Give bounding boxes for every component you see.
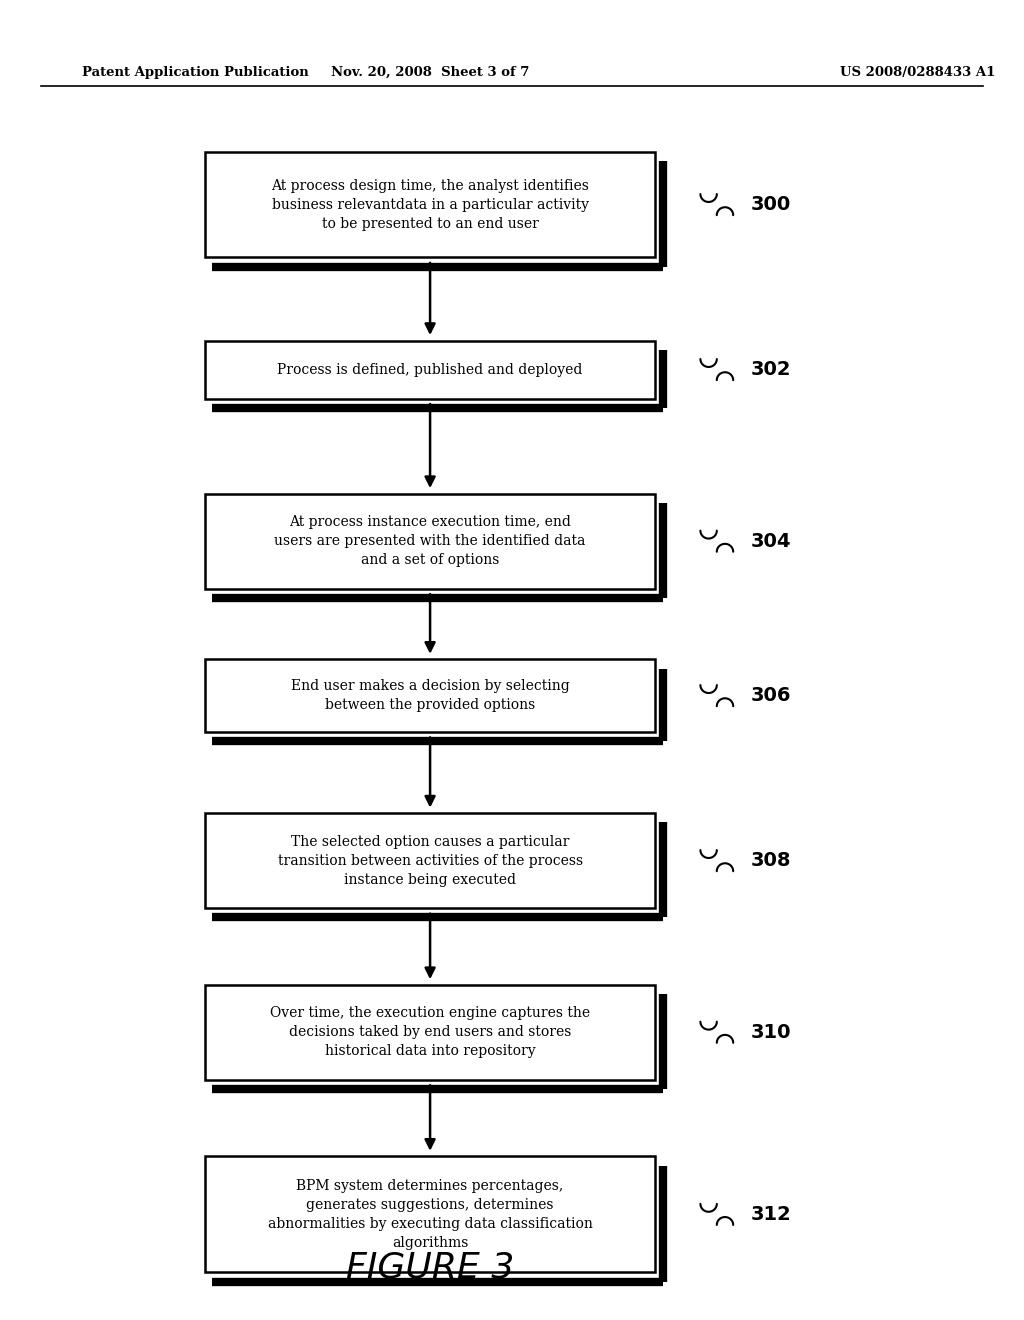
Text: End user makes a decision by selecting
between the provided options: End user makes a decision by selecting b… bbox=[291, 680, 569, 711]
Text: At process design time, the analyst identifies
business relevantdata in a partic: At process design time, the analyst iden… bbox=[271, 178, 589, 231]
Text: 310: 310 bbox=[751, 1023, 792, 1041]
Text: BPM system determines percentages,
generates suggestions, determines
abnormaliti: BPM system determines percentages, gener… bbox=[267, 1179, 593, 1250]
Text: Nov. 20, 2008  Sheet 3 of 7: Nov. 20, 2008 Sheet 3 of 7 bbox=[331, 66, 529, 79]
Text: US 2008/0288433 A1: US 2008/0288433 A1 bbox=[840, 66, 995, 79]
Text: The selected option causes a particular
transition between activities of the pro: The selected option causes a particular … bbox=[278, 834, 583, 887]
Bar bbox=[205, 985, 655, 1080]
Bar bbox=[205, 152, 655, 257]
Bar bbox=[205, 660, 655, 731]
Text: Patent Application Publication: Patent Application Publication bbox=[82, 66, 308, 79]
Text: Over time, the execution engine captures the
decisions taked by end users and st: Over time, the execution engine captures… bbox=[270, 1006, 590, 1059]
Text: 304: 304 bbox=[751, 532, 792, 550]
Bar bbox=[205, 494, 655, 589]
Text: FIGURE 3: FIGURE 3 bbox=[346, 1250, 514, 1284]
Text: 300: 300 bbox=[751, 195, 791, 214]
Text: 312: 312 bbox=[751, 1205, 792, 1224]
Bar bbox=[205, 1156, 655, 1272]
Text: Process is defined, published and deployed: Process is defined, published and deploy… bbox=[278, 363, 583, 376]
Text: 308: 308 bbox=[751, 851, 792, 870]
Text: At process instance execution time, end
users are presented with the identified : At process instance execution time, end … bbox=[274, 515, 586, 568]
Text: 306: 306 bbox=[751, 686, 792, 705]
Text: 302: 302 bbox=[751, 360, 792, 379]
Bar bbox=[205, 813, 655, 908]
Bar bbox=[205, 341, 655, 399]
